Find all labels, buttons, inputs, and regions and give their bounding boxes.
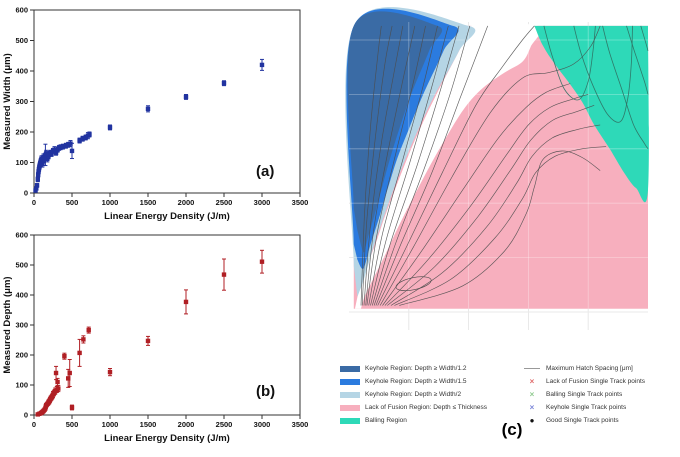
panel-c-legend: Keyhole Region: Depth ≥ Width/1.2 Keyhol… bbox=[330, 362, 680, 424]
legend-label: Keyhole Region: Depth ≥ Width/2 bbox=[365, 391, 462, 398]
svg-text:100: 100 bbox=[15, 381, 28, 390]
svg-text:100: 100 bbox=[15, 158, 28, 167]
svg-text:300: 300 bbox=[15, 97, 28, 106]
legend-marker-column: Maximum Hatch Spacing [μm] × Lack of Fus… bbox=[522, 362, 680, 427]
legend-item-keyhole-points: × Keyhole Single Track points bbox=[522, 401, 680, 414]
legend-item-hatch-spacing: Maximum Hatch Spacing [μm] bbox=[522, 362, 680, 375]
svg-text:(a): (a) bbox=[256, 163, 274, 180]
hatch-spacing-line-icon bbox=[524, 368, 540, 369]
keyhole-dark-swatch bbox=[340, 365, 360, 372]
svg-text:Linear Energy Density (J/m): Linear Energy Density (J/m) bbox=[104, 433, 230, 444]
svg-text:1500: 1500 bbox=[140, 420, 157, 429]
svg-text:3500: 3500 bbox=[292, 420, 309, 429]
legend-item-good-points: ● Good Single Track points bbox=[522, 414, 680, 427]
legend-item-balling-points: × Balling Single Track points bbox=[522, 388, 680, 401]
svg-text:0: 0 bbox=[32, 198, 36, 207]
svg-text:Measured Width (μm): Measured Width (μm) bbox=[2, 53, 13, 150]
keyhole-light-swatch bbox=[340, 391, 360, 398]
svg-text:(b): (b) bbox=[256, 383, 275, 400]
keyhole-x-marker-icon: × bbox=[529, 402, 535, 412]
legend-item-lof-points: × Lack of Fusion Single Track points bbox=[522, 375, 680, 388]
legend-item-lack-of-fusion: Lack of Fusion Region: Depth ≤ Thickness bbox=[340, 401, 522, 414]
svg-text:300: 300 bbox=[15, 321, 28, 330]
svg-text:1000: 1000 bbox=[102, 420, 119, 429]
legend-label: Lack of Fusion Region: Depth ≤ Thickness bbox=[365, 404, 487, 411]
svg-text:3000: 3000 bbox=[254, 198, 271, 207]
svg-text:500: 500 bbox=[15, 36, 28, 45]
svg-text:2500: 2500 bbox=[216, 198, 233, 207]
legend-label: Lack of Fusion Single Track points bbox=[546, 378, 645, 385]
svg-text:3500: 3500 bbox=[292, 198, 309, 207]
legend-item-keyhole-1-2: Keyhole Region: Depth ≥ Width/1.2 bbox=[340, 362, 522, 375]
svg-text:400: 400 bbox=[15, 291, 28, 300]
svg-text:600: 600 bbox=[15, 231, 28, 240]
panel-b-scatter-chart: 0 500 1000 1500 2000 2500 3000 3500 0 100 200 300 40… bbox=[2, 231, 309, 444]
keyhole-mid-swatch bbox=[340, 378, 360, 385]
svg-text:600: 600 bbox=[15, 6, 28, 15]
svg-text:2500: 2500 bbox=[216, 420, 233, 429]
panel-c-caption: (c) bbox=[501, 420, 523, 439]
svg-text:1000: 1000 bbox=[102, 198, 119, 207]
legend-label: Balling Region bbox=[365, 417, 407, 424]
svg-text:0: 0 bbox=[24, 189, 28, 198]
legend-region-column: Keyhole Region: Depth ≥ Width/1.2 Keyhol… bbox=[340, 362, 522, 427]
panel-c-process-map-chart bbox=[345, 7, 649, 330]
panel-a-scatter-chart: 0 500 1000 1500 2000 2500 3000 3500 0 100 200 300 40… bbox=[2, 6, 309, 222]
svg-text:500: 500 bbox=[66, 198, 79, 207]
legend-item-keyhole-2: Keyhole Region: Depth ≥ Width/2 bbox=[340, 388, 522, 401]
balling-swatch bbox=[340, 417, 360, 424]
svg-text:200: 200 bbox=[15, 351, 28, 360]
legend-label: Keyhole Region: Depth ≥ Width/1.2 bbox=[365, 365, 467, 372]
legend-label: Balling Single Track points bbox=[546, 391, 623, 398]
balling-x-marker-icon: × bbox=[529, 389, 535, 399]
legend-label: Good Single Track points bbox=[546, 417, 619, 424]
svg-text:0: 0 bbox=[24, 411, 28, 420]
svg-text:500: 500 bbox=[15, 261, 28, 270]
svg-text:500: 500 bbox=[66, 420, 79, 429]
lof-x-marker-icon: × bbox=[529, 376, 535, 386]
svg-text:2000: 2000 bbox=[178, 420, 195, 429]
svg-text:200: 200 bbox=[15, 128, 28, 137]
legend-label: Keyhole Region: Depth ≥ Width/1.5 bbox=[365, 378, 467, 385]
svg-text:3000: 3000 bbox=[254, 420, 271, 429]
good-dot-marker-icon: ● bbox=[529, 415, 535, 425]
legend-label: Keyhole Single Track points bbox=[546, 404, 627, 411]
lack-of-fusion-swatch bbox=[340, 404, 360, 411]
svg-text:Linear Energy Density (J/m): Linear Energy Density (J/m) bbox=[104, 211, 230, 222]
legend-item-keyhole-1-5: Keyhole Region: Depth ≥ Width/1.5 bbox=[340, 375, 522, 388]
svg-text:2000: 2000 bbox=[178, 198, 195, 207]
svg-text:0: 0 bbox=[32, 420, 36, 429]
svg-text:400: 400 bbox=[15, 67, 28, 76]
legend-label: Maximum Hatch Spacing [μm] bbox=[546, 365, 633, 372]
svg-text:1500: 1500 bbox=[140, 198, 157, 207]
legend-item-balling: Balling Region bbox=[340, 414, 522, 427]
svg-text:Measured Depth (μm): Measured Depth (μm) bbox=[2, 276, 13, 373]
